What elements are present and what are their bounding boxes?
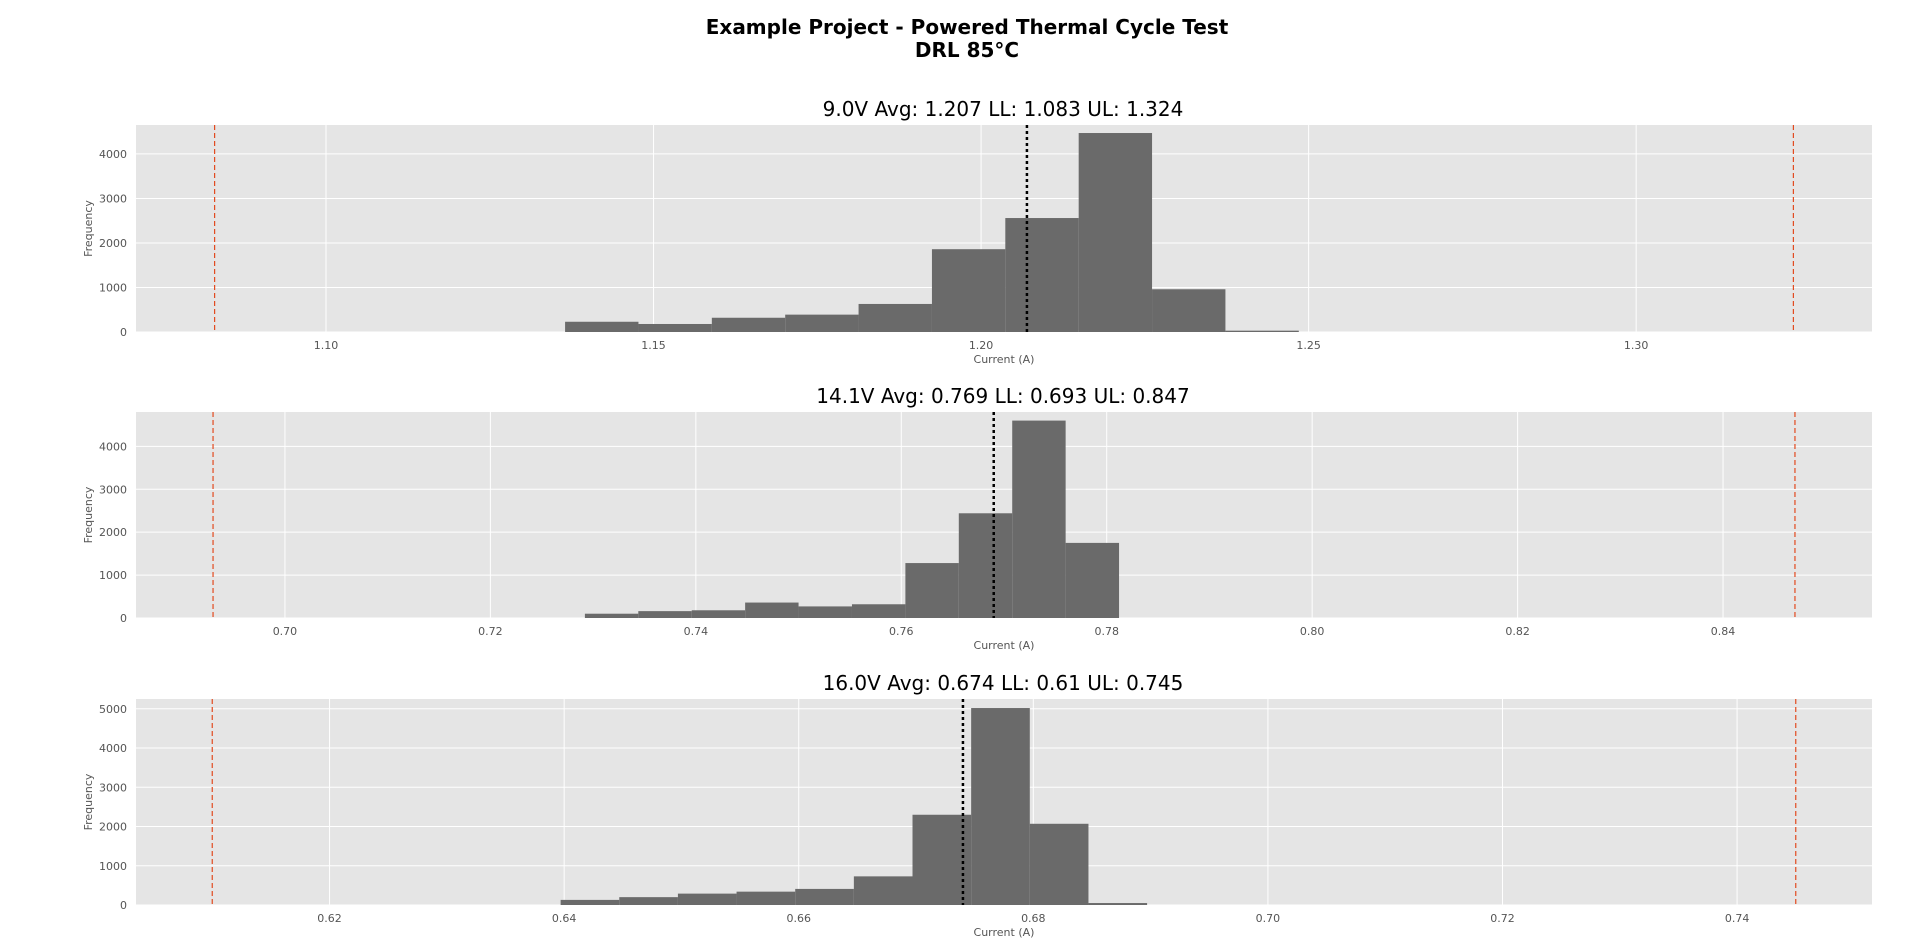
histogram-bar bbox=[971, 708, 1030, 905]
histogram-bar bbox=[565, 321, 639, 332]
x-tick-label: 0.62 bbox=[317, 912, 342, 925]
histogram-bar bbox=[584, 613, 639, 618]
histogram-panel-9v: 9.0V Avg: 1.207 LL: 1.083 UL: 1.324 1.10… bbox=[82, 97, 1872, 366]
y-axis-label: Frequency bbox=[82, 486, 95, 543]
y-tick-label: 2000 bbox=[99, 821, 127, 834]
histogram-bar bbox=[1065, 542, 1120, 618]
x-tick-label: 0.74 bbox=[1725, 912, 1750, 925]
y-tick-label: 3000 bbox=[99, 192, 127, 205]
histogram-bar bbox=[1029, 823, 1089, 905]
x-tick-label: 0.70 bbox=[1256, 912, 1281, 925]
x-tick-label: 0.70 bbox=[273, 625, 298, 638]
y-tick-label: 1000 bbox=[99, 860, 127, 873]
histogram-bar bbox=[619, 897, 678, 905]
histogram-bar bbox=[931, 249, 1006, 332]
x-tick-label: 0.84 bbox=[1711, 625, 1736, 638]
histogram-bar bbox=[912, 814, 972, 905]
x-axis-label: Current (A) bbox=[974, 353, 1035, 366]
x-tick-label: 0.64 bbox=[552, 912, 577, 925]
y-tick-label: 5000 bbox=[99, 703, 127, 716]
panel-title: 14.1V Avg: 0.769 LL: 0.693 UL: 0.847 bbox=[816, 384, 1189, 408]
x-tick-label: 1.30 bbox=[1624, 339, 1649, 352]
x-axis-label: Current (A) bbox=[974, 926, 1035, 939]
x-tick-label: 0.80 bbox=[1300, 625, 1325, 638]
x-axis-label: Current (A) bbox=[974, 639, 1035, 652]
histogram-bar bbox=[677, 893, 737, 905]
histogram-bar bbox=[745, 602, 799, 618]
y-tick-label: 4000 bbox=[99, 742, 127, 755]
x-tick-label: 0.68 bbox=[1021, 912, 1046, 925]
y-tick-label: 2000 bbox=[99, 237, 127, 250]
histogram-bar bbox=[905, 563, 959, 618]
histogram-bar bbox=[638, 323, 712, 332]
x-tick-label: 1.15 bbox=[641, 339, 666, 352]
x-tick-label: 0.72 bbox=[1490, 912, 1515, 925]
histogram-bar bbox=[711, 317, 786, 332]
histogram-bar bbox=[736, 891, 796, 905]
histogram-bar bbox=[1152, 289, 1226, 332]
panel-title: 16.0V Avg: 0.674 LL: 0.61 UL: 0.745 bbox=[823, 671, 1184, 695]
x-tick-label: 0.76 bbox=[889, 625, 914, 638]
x-tick-label: 0.82 bbox=[1505, 625, 1530, 638]
histogram-bar bbox=[785, 314, 859, 332]
histogram-bar bbox=[858, 303, 932, 332]
histogram-bar bbox=[958, 513, 1013, 618]
histogram-bar bbox=[560, 899, 620, 905]
figure-title-line1: Example Project - Powered Thermal Cycle … bbox=[706, 15, 1229, 39]
histogram-bar bbox=[1005, 218, 1079, 332]
histogram-bar bbox=[638, 611, 692, 618]
histogram-bar bbox=[798, 606, 852, 618]
x-tick-label: 1.20 bbox=[969, 339, 994, 352]
histogram-bar bbox=[691, 610, 746, 618]
y-tick-label: 3000 bbox=[99, 483, 127, 496]
y-tick-label: 1000 bbox=[99, 281, 127, 294]
x-tick-label: 0.66 bbox=[786, 912, 811, 925]
x-tick-label: 0.72 bbox=[478, 625, 503, 638]
histogram-bar bbox=[1078, 133, 1153, 332]
y-tick-label: 0 bbox=[120, 612, 127, 625]
y-tick-label: 4000 bbox=[99, 440, 127, 453]
histogram-panel-16v: 16.0V Avg: 0.674 LL: 0.61 UL: 0.745 0.62… bbox=[82, 671, 1872, 939]
histogram-bar bbox=[853, 876, 913, 905]
histogram-panel-14v: 14.1V Avg: 0.769 LL: 0.693 UL: 0.847 0.7… bbox=[82, 384, 1872, 652]
y-axis-label: Frequency bbox=[82, 200, 95, 257]
y-tick-label: 3000 bbox=[99, 781, 127, 794]
histogram-bar bbox=[1088, 903, 1148, 905]
x-tick-label: 0.78 bbox=[1094, 625, 1119, 638]
x-tick-label: 1.25 bbox=[1296, 339, 1321, 352]
histogram-bar bbox=[1012, 420, 1066, 618]
y-tick-label: 1000 bbox=[99, 569, 127, 582]
y-tick-label: 4000 bbox=[99, 148, 127, 161]
y-tick-label: 0 bbox=[120, 899, 127, 912]
x-tick-label: 1.10 bbox=[314, 339, 339, 352]
y-tick-label: 2000 bbox=[99, 526, 127, 539]
y-tick-label: 0 bbox=[120, 326, 127, 339]
panel-title: 9.0V Avg: 1.207 LL: 1.083 UL: 1.324 bbox=[823, 97, 1184, 121]
figure-title-line2: DRL 85°C bbox=[915, 38, 1019, 62]
x-tick-label: 0.74 bbox=[684, 625, 709, 638]
histogram-bar bbox=[851, 604, 906, 618]
histogram-bar bbox=[1225, 330, 1299, 332]
histogram-bar bbox=[795, 888, 854, 905]
y-axis-label: Frequency bbox=[82, 773, 95, 830]
